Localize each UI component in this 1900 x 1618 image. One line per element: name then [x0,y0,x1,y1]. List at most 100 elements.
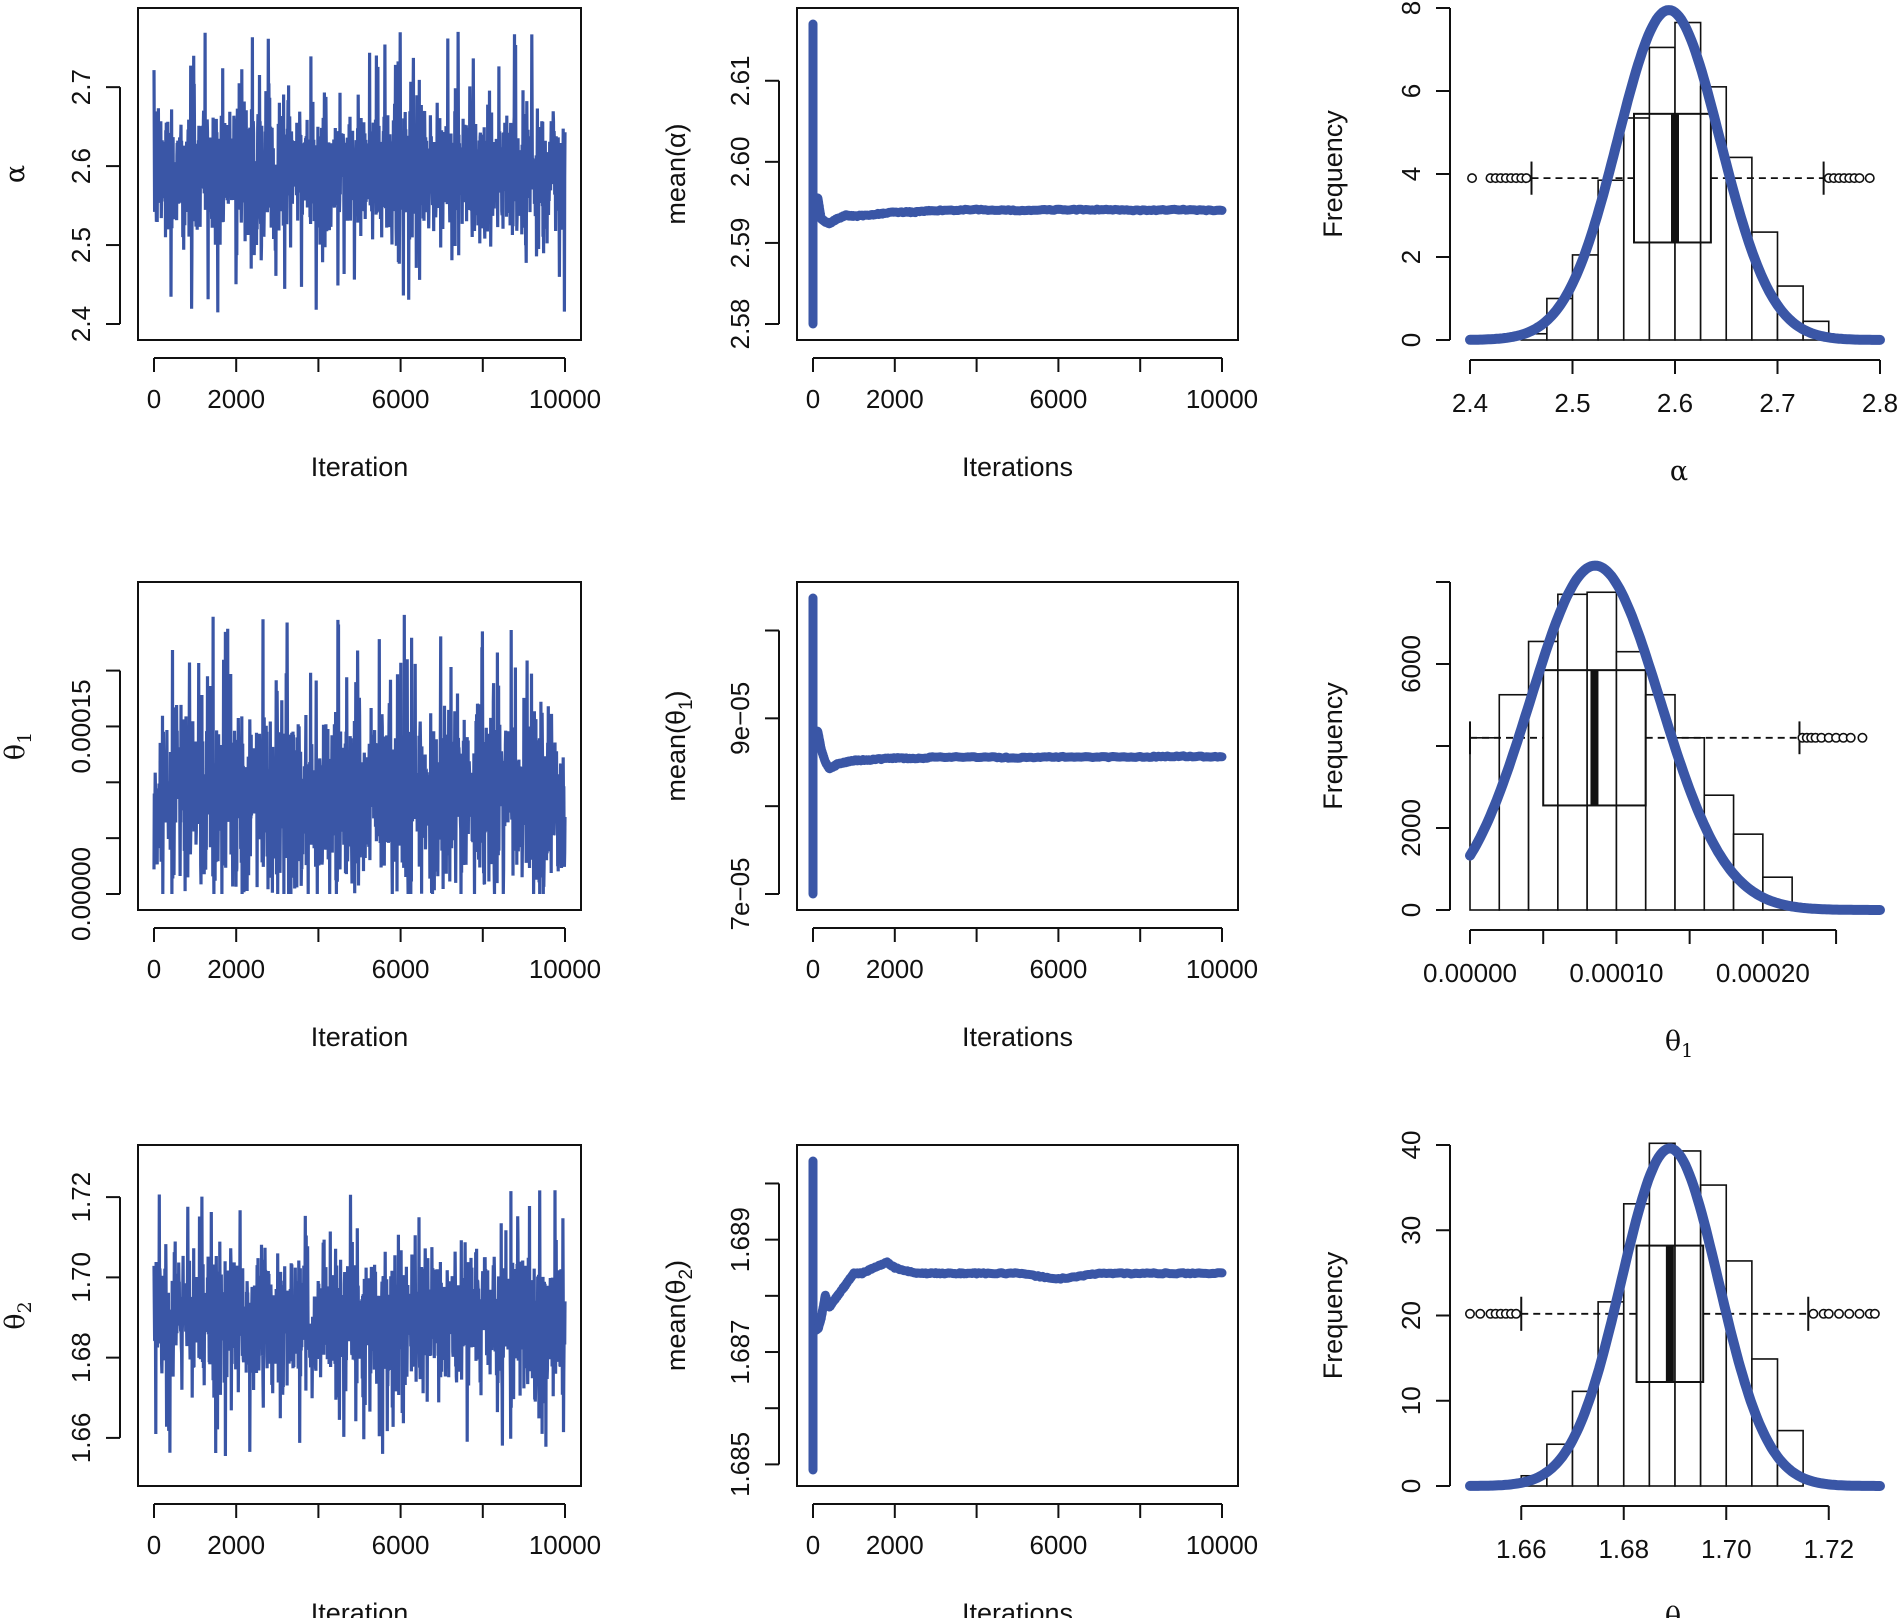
boxplot-outlier [1834,1308,1845,1319]
y-tick-label: 1.687 [725,1319,755,1384]
plot-area [808,1156,1227,1475]
x-tick-label: 10000 [1186,1530,1258,1560]
y-tick-label: 0.00015 [66,679,96,773]
y-axis-title: mean(α) [661,123,691,224]
x-tick-label: 0.00000 [1423,958,1517,988]
x-tick-label: 0.00020 [1716,958,1810,988]
normal-density-curve [1465,1143,1885,1491]
normal-density-curve [1465,560,1885,915]
y-tick-label: 1.70 [66,1252,96,1303]
theta2-trace-panel: 0 2000 6000 10000 1.66 1.68 1.70 1.72 Iteration θ… [0,1144,601,1618]
y-axis-title: θ2 [0,1301,36,1329]
y-tick-label: 0.00000 [66,847,96,941]
y-tick-label: 2.5 [66,227,96,263]
plot-frame [137,7,582,341]
y-axis-title: Frequency [1318,682,1348,810]
x-tick-label: 10000 [529,954,601,984]
histogram-bar [1557,593,1588,911]
y-axis-title: mean(θ2) [661,1260,697,1371]
x-tick-label: 2.7 [1759,388,1795,418]
histogram-bar [1648,46,1676,341]
y-tick-label: 2.6 [66,148,96,184]
boxplot-outlier [1864,173,1875,184]
x-tick-label: 2.5 [1554,388,1590,418]
y-axis-title: α [0,165,31,183]
alpha-trace-panel: 0 2000 6000 10000 2.4 2.5 2.6 2.7 Iteration α [0,7,601,482]
x-tick-label: 1.72 [1803,1534,1854,1564]
running-mean-line [808,726,1227,774]
theta2-mean-panel: 0 2000 6000 10000 1.685 1.687 1.689 Iterations m… [661,1144,1258,1618]
y-tick-label: 2.7 [66,69,96,105]
trace-line [152,1190,567,1457]
x-tick-label: 10000 [1186,384,1258,414]
x-tick-label: 10000 [1186,954,1258,984]
x-axis-title: θ1 [1665,1026,1693,1062]
histogram-bar [1622,117,1651,341]
y-tick-label: 1.685 [725,1432,755,1497]
y-tick-label: 1.68 [66,1332,96,1383]
x-tick-label: 2000 [207,1530,265,1560]
x-tick-label: 2.8 [1862,388,1898,418]
alpha-hist-panel: 0 2 4 6 8 2.4 2.5 2.6 2.7 2.8 α Frequency [1318,1,1898,487]
plot-area [152,1190,567,1457]
y-tick-label: 4 [1396,167,1426,181]
x-tick-label: 2.6 [1657,388,1693,418]
x-tick-label: 2000 [866,1530,924,1560]
y-tick-label: 2 [1396,250,1426,264]
boxplot-outlier [1467,173,1478,184]
y-axis-title: mean(θ1) [661,690,697,801]
x-tick-label: 0 [147,1530,161,1560]
y-axis-title: Frequency [1318,1251,1348,1379]
boxplot-outlier [1475,1308,1486,1319]
x-tick-label: 0 [806,1530,820,1560]
plot-area [808,593,1227,899]
x-tick-label: 6000 [372,954,430,984]
y-tick-label: 1.689 [725,1207,755,1272]
y-tick-label: 2.4 [66,306,96,342]
plot-frame [796,7,1239,341]
x-tick-label: 0.00010 [1569,958,1663,988]
y-tick-label: 0 [1396,333,1426,347]
theta1-hist-panel: 0 2000 6000 0.00000 0.00010 0.00020 θ1 Frequenc… [1318,560,1885,1062]
x-tick-label: 6000 [1029,954,1087,984]
x-tick-label: 6000 [372,1530,430,1560]
x-tick-label: 1.66 [1496,1534,1547,1564]
x-tick-label: 1.68 [1598,1534,1649,1564]
plot-frame [137,1144,582,1487]
y-tick-label: 10 [1396,1386,1426,1415]
y-tick-label: 7e−05 [725,857,755,930]
x-tick-label: 2000 [207,384,265,414]
x-axis-title: θ2 [1665,1602,1693,1618]
x-tick-label: 0 [147,384,161,414]
x-tick-label: 2000 [866,954,924,984]
x-tick-label: 0 [147,954,161,984]
theta1-trace-panel: 0 2000 6000 10000 0.00000 0.00015 Iteration θ1 [0,581,601,1052]
plot-frame [137,581,582,911]
boxplot-outlier [1823,1308,1834,1319]
boxplot-outlier [1857,732,1868,743]
y-tick-label: 2.60 [725,137,755,188]
y-tick-label: 0 [1396,1479,1426,1493]
y-tick-label: 40 [1396,1131,1426,1160]
x-tick-label: 6000 [372,384,430,414]
plot-area [152,614,567,895]
y-tick-label: 0 [1396,903,1426,917]
y-tick-label: 1.66 [66,1413,96,1464]
x-tick-label: 2000 [866,384,924,414]
y-tick-label: 1.72 [66,1172,96,1223]
theta1-mean-panel: 0 2000 6000 10000 7e−05 9e−05 Iterations mean(θ… [661,581,1258,1052]
x-tick-label: 6000 [1029,1530,1087,1560]
x-axis-title: Iteration [311,1022,409,1052]
y-tick-label: 9e−05 [725,682,755,755]
plot-frame [796,1144,1239,1487]
trace-line [152,31,567,313]
y-tick-label: 20 [1396,1301,1426,1330]
x-axis-title: Iteration [311,1598,409,1618]
x-tick-label: 0 [806,954,820,984]
y-tick-label: 6 [1396,84,1426,98]
y-axis-title: θ1 [0,732,36,760]
running-mean-line [808,193,1227,229]
x-axis-title: Iteration [311,452,409,482]
y-tick-label: 30 [1396,1216,1426,1245]
